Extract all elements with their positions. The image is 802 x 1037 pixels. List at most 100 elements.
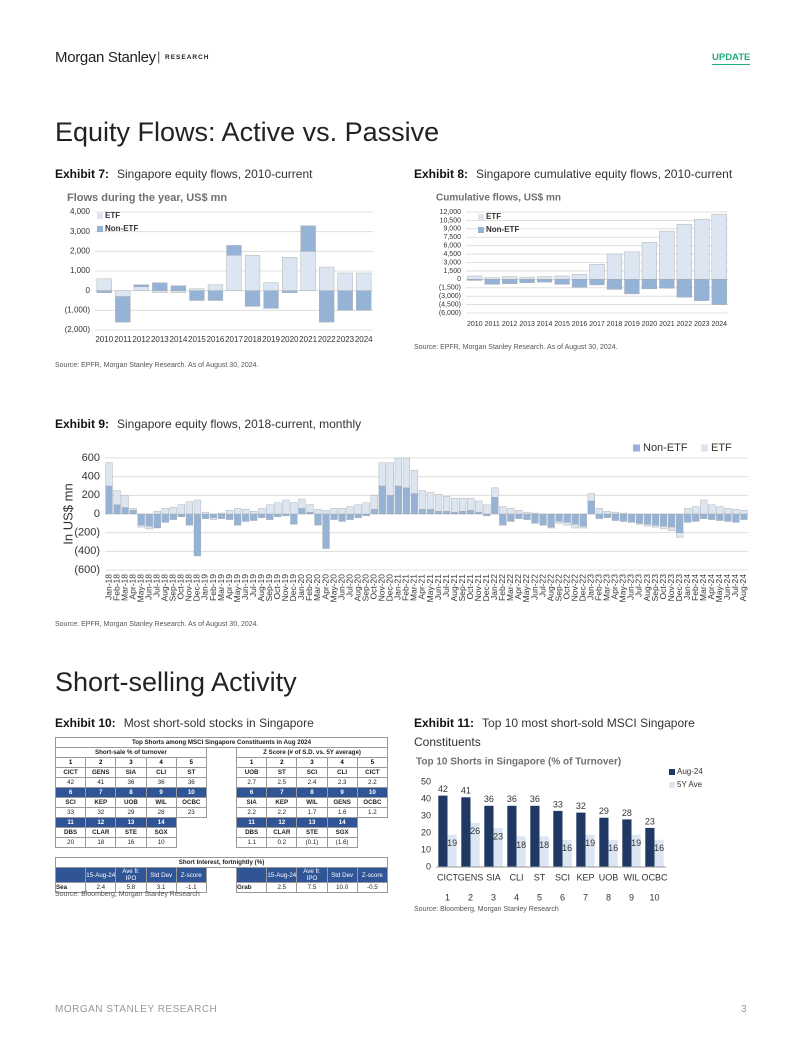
bar <box>539 836 549 867</box>
separator: | <box>157 49 161 64</box>
bar-segment <box>676 513 684 533</box>
bar-segment <box>169 513 177 520</box>
x-tick-label: 2020 <box>281 335 299 344</box>
y-tick-label: (4,500) <box>439 301 461 308</box>
data-label: 16 <box>562 843 572 853</box>
bar-segment <box>258 513 266 518</box>
x-tick-label: 2010 <box>95 335 113 344</box>
y-tick-label: 20 <box>421 827 431 837</box>
x-tick-label: Feb-24 <box>690 574 700 601</box>
bar-segment <box>145 513 153 527</box>
bar-segment <box>668 526 676 531</box>
bar-segment <box>555 513 563 522</box>
bar-segment <box>659 279 675 289</box>
footer-text: MORGAN STANLEY RESEARCH <box>55 1004 218 1015</box>
exhibit-label: Exhibit 7: <box>55 167 110 181</box>
x-tick-label: 2013 <box>151 335 169 344</box>
bar-segment <box>641 242 658 280</box>
table-cell: UOB <box>236 767 268 778</box>
table-cell: 2.3 <box>326 777 358 788</box>
table-cell: 6 <box>54 787 87 798</box>
x-tick-label: 2013 <box>519 321 535 328</box>
bar-segment <box>282 513 290 517</box>
bar-segment <box>105 462 113 487</box>
x-tick-label: Aug-19 <box>256 574 266 602</box>
y-tick-label: (2,000) <box>65 325 91 334</box>
spacer <box>206 867 237 883</box>
y-tick-label: 4,500 <box>443 251 461 258</box>
y-tick-label: 3,000 <box>443 259 461 266</box>
bar-segment <box>225 513 234 520</box>
table-cell: 7 <box>85 787 117 798</box>
bar-segment <box>499 506 507 515</box>
bar <box>438 795 448 867</box>
legend-label: 5Y Ave <box>677 780 703 789</box>
bar <box>447 834 457 867</box>
bar-segment <box>624 251 640 280</box>
data-label: 23 <box>645 816 655 826</box>
data-label: 28 <box>622 808 632 818</box>
blank <box>54 867 87 883</box>
source: Source: Bloomberg, Morgan Stanley Resear… <box>55 891 200 898</box>
x-tick-label: Apr-21 <box>417 574 427 600</box>
bar-segment <box>587 500 595 515</box>
bar-segment <box>467 497 475 511</box>
exhibit-label: Exhibit 11: <box>414 716 475 730</box>
page-number: 3 <box>741 1004 748 1015</box>
source: Source: EPFR, Morgan Stanley Research. A… <box>414 344 618 351</box>
chart: Flows during the year, US$ mn 4,000 3,000 2… <box>65 192 374 344</box>
exhibit-label: Exhibit 10: <box>55 716 116 730</box>
x-tick-label: Nov-18 <box>184 574 194 602</box>
bar <box>599 817 609 867</box>
x-tick-label: Oct-19 <box>272 574 282 600</box>
x-tick-label: Oct-20 <box>369 574 379 600</box>
table-cell: 12 <box>266 817 298 828</box>
x-rank-label: 3 <box>491 892 496 902</box>
exhibit-text: Top 10 most short-sold MSCI Singapore Co… <box>414 716 695 749</box>
x-tick-label: May-21 <box>425 574 435 603</box>
bar-segment <box>274 513 282 517</box>
data-label: 19 <box>447 838 457 848</box>
bar-segment <box>635 523 644 525</box>
x-tick-label: 2018 <box>607 321 623 328</box>
x-tick-label: 2023 <box>694 321 710 328</box>
bar-segment <box>475 500 483 513</box>
table-cell: 36 <box>115 777 147 788</box>
data-label: 36 <box>530 794 540 804</box>
bar-segment <box>531 512 539 515</box>
table-cell: 13 <box>296 817 328 828</box>
chart-title: Flows during the year, US$ mn <box>67 192 227 204</box>
bar-segment <box>356 272 372 291</box>
x-tick-label: 2018 <box>244 335 262 344</box>
bar-segment <box>300 225 316 252</box>
source: Source: EPFR, Morgan Stanley Research. A… <box>55 362 259 369</box>
x-tick-label: UOB <box>599 872 619 882</box>
table-cell: 1.7 <box>296 807 328 818</box>
x-rank-label: 4 <box>514 892 519 902</box>
bar-segment <box>694 219 710 280</box>
x-tick-label: Nov-23 <box>666 574 676 602</box>
data-label: 32 <box>576 801 586 811</box>
bar-segment <box>700 513 708 519</box>
x-tick-label: Jul-21 <box>441 574 451 597</box>
x-tick-label: Jun-18 <box>143 574 153 600</box>
x-tick-label: Feb-19 <box>208 574 218 601</box>
table-cell: 7.5 <box>296 882 328 893</box>
y-tick-label: 4,000 <box>70 207 91 216</box>
spacer <box>206 748 236 758</box>
x-rank-label: 2 <box>468 892 473 902</box>
table-cell: 8 <box>296 787 328 798</box>
x-rank-label: 8 <box>606 892 611 902</box>
chart: Top 10 Shorts in Singapore (% of Turnove… <box>416 757 703 903</box>
legend-label: Non-ETF <box>643 442 688 454</box>
x-tick-label: Sep-20 <box>360 574 370 602</box>
table-cell: SIA <box>236 797 268 808</box>
bar-segment <box>507 508 515 515</box>
bar-segment <box>554 275 570 280</box>
bar-segment <box>121 495 129 508</box>
y-tick-label: 2,000 <box>70 246 91 255</box>
bar-segment <box>217 513 226 519</box>
interest-row: Sea 2.4 5.8 3.1 -1.1 Grab 2.5 7.5 10.0 -0.5 <box>54 882 389 893</box>
x-tick-label: May-24 <box>714 574 724 603</box>
table-cell: 10 <box>175 787 207 798</box>
